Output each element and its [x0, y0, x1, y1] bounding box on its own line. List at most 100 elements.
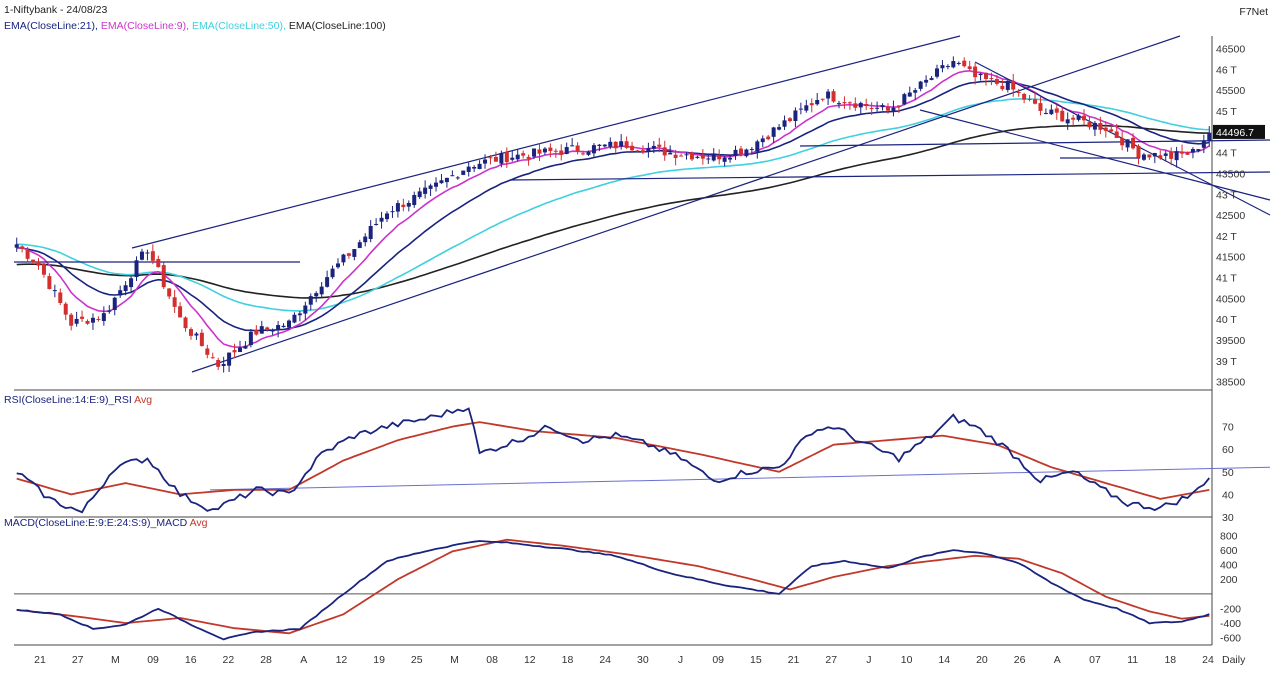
candle	[286, 320, 291, 328]
candle	[809, 103, 814, 106]
x-tick-label: 30	[637, 654, 649, 666]
candle	[1011, 80, 1016, 90]
last-price-tag	[1213, 124, 1265, 139]
candle	[798, 108, 803, 110]
candle	[597, 144, 602, 146]
ema100-line	[16, 124, 1210, 299]
x-tick-label: 19	[373, 654, 385, 666]
x-tick-label: 26	[1014, 654, 1026, 666]
candle	[210, 357, 215, 359]
x-tick-label: 22	[223, 654, 235, 666]
candle	[564, 147, 569, 154]
rsi-tick-label: 30	[1222, 512, 1234, 524]
candle	[608, 141, 613, 147]
price-tick-label: 43500	[1216, 168, 1245, 180]
ema9-legend: EMA(CloseLine:9),	[100, 20, 190, 32]
macd-tick-label: 200	[1220, 574, 1238, 586]
candle	[733, 149, 738, 157]
candle	[1016, 92, 1021, 94]
candle	[875, 107, 880, 109]
macd-avg-label: Avg	[189, 517, 208, 529]
candle	[139, 251, 144, 260]
candle	[581, 153, 586, 155]
candle	[864, 103, 869, 107]
candle	[1207, 132, 1212, 142]
candle	[63, 303, 68, 315]
macd-panel-title: MACD(CloseLine:E:9:E:24:S:9)_MACD Avg	[4, 517, 207, 529]
candle	[319, 286, 324, 295]
candle	[956, 62, 961, 64]
candle	[1196, 149, 1201, 152]
candle	[303, 305, 308, 314]
candle	[700, 155, 705, 159]
x-tick-label: 25	[411, 654, 423, 666]
candle	[232, 350, 237, 353]
candle	[74, 318, 79, 324]
candle	[1005, 80, 1010, 90]
x-tick-label: A	[1054, 654, 1061, 666]
candle	[1125, 139, 1130, 148]
candle	[118, 290, 123, 296]
price-tick-label: 46500	[1216, 43, 1245, 55]
candle	[483, 159, 488, 164]
candle	[368, 225, 373, 239]
candle	[1201, 140, 1206, 148]
price-tick-label: 42500	[1216, 210, 1245, 222]
candle	[662, 147, 667, 156]
rsi-avg-label: Avg	[134, 394, 153, 406]
panel-frames	[14, 36, 1213, 646]
trendline	[191, 35, 1181, 373]
candle	[951, 61, 956, 68]
rsi-avg-line	[16, 421, 1210, 500]
ema50-legend: EMA(CloseLine:50),	[191, 20, 286, 32]
x-tick-label: 10	[901, 654, 913, 666]
candle	[504, 151, 509, 163]
candle	[657, 144, 662, 147]
candle	[1043, 112, 1048, 114]
macd-tick-label: 400	[1220, 560, 1238, 572]
candle	[96, 318, 101, 320]
candle	[227, 352, 232, 366]
candle	[989, 78, 994, 80]
candle	[385, 213, 390, 220]
candle	[994, 78, 999, 84]
price-panel[interactable]	[14, 35, 1271, 373]
candle	[423, 187, 428, 194]
candle	[156, 258, 161, 268]
candle	[52, 290, 57, 292]
candle	[243, 345, 248, 349]
candle	[717, 155, 722, 160]
macd-tick-label: 800	[1220, 530, 1238, 542]
candle	[150, 251, 155, 261]
ema-legend: EMA(CloseLine:21), EMA(CloseLine:9), EMA…	[4, 20, 386, 32]
x-tick-label: J	[866, 654, 871, 666]
candle	[973, 66, 978, 78]
axes: 46500 46 T 45500 45 T 44 T 43500 43 T 42500 42 T…	[34, 43, 1265, 666]
price-tick-label: 39 T	[1216, 356, 1237, 368]
candle	[646, 148, 651, 152]
macd-panel[interactable]	[14, 538, 1212, 641]
candle	[434, 182, 439, 187]
candle	[1152, 152, 1157, 157]
candle	[869, 108, 874, 110]
price-tick-label: 39500	[1216, 335, 1245, 347]
candle	[984, 72, 989, 79]
candle	[913, 90, 918, 93]
x-tick-label: 07	[1089, 654, 1101, 666]
candle	[25, 250, 30, 259]
candle	[695, 156, 700, 158]
trendline	[919, 109, 1271, 201]
candle	[466, 166, 471, 172]
candle	[325, 277, 330, 287]
candle	[924, 79, 929, 83]
candle	[902, 94, 907, 105]
x-tick-label: 16	[185, 654, 197, 666]
candle	[41, 263, 46, 275]
x-tick-label: 12	[524, 654, 536, 666]
candle	[47, 276, 52, 290]
candle	[199, 332, 204, 346]
rsi-panel-title: RSI(CloseLine:14:E:9)_RSI Avg	[4, 394, 152, 406]
price-tick-label: 45500	[1216, 85, 1245, 97]
rsi-panel[interactable]	[16, 407, 1271, 514]
